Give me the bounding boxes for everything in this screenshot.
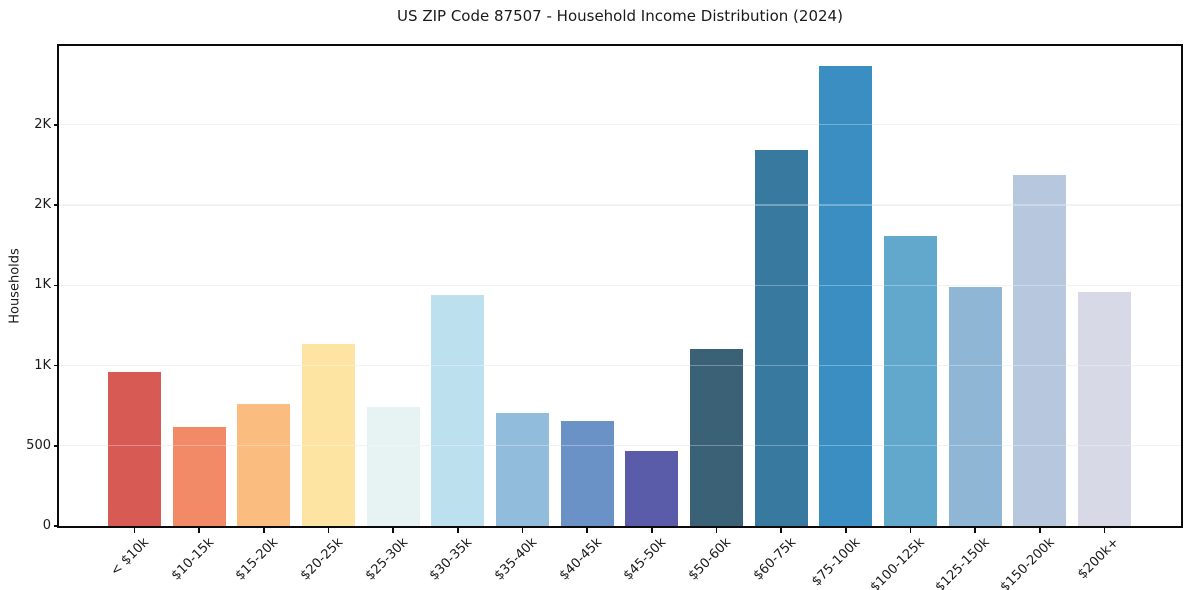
x-axis-tick — [780, 528, 782, 533]
gridline-overlay — [59, 445, 1181, 447]
y-axis-tick — [54, 204, 59, 206]
bar — [884, 235, 938, 526]
y-axis-tick-label: 2K — [34, 197, 51, 212]
y-axis-tick — [54, 124, 59, 126]
bar — [172, 427, 226, 526]
x-axis-tick — [392, 528, 394, 533]
bar — [108, 371, 161, 526]
gridline-overlay — [59, 284, 1181, 286]
x-axis-tick-label: $40-45k — [556, 535, 605, 584]
y-axis-tick — [54, 364, 59, 367]
x-axis-tick — [715, 528, 718, 533]
x-axis-tick — [198, 528, 200, 533]
x-axis-tick-label: $10-15k — [168, 535, 217, 584]
gridline-overlay — [59, 204, 1181, 206]
x-axis-tick-label: $20-25k — [297, 535, 347, 584]
x-axis-tick — [327, 528, 330, 533]
bar — [819, 66, 873, 526]
bar — [366, 407, 420, 526]
x-axis-tick-label: $125-150k — [932, 535, 993, 590]
x-axis-tick-label: < $10k — [108, 535, 153, 580]
bar — [237, 404, 291, 526]
x-axis-tick — [263, 528, 265, 533]
x-axis-tick — [521, 528, 524, 533]
x-axis-tick — [586, 528, 588, 533]
x-axis-tick-label: $15-20k — [232, 535, 282, 584]
x-axis-tick-label: $100-125k — [867, 535, 929, 590]
x-axis-tick-label: $75-100k — [809, 535, 864, 590]
y-axis-tick — [54, 284, 59, 286]
x-axis-tick — [909, 528, 912, 533]
x-axis-tick-label: $45-50k — [620, 535, 670, 584]
x-axis-tick — [1039, 528, 1041, 533]
bar — [1078, 292, 1132, 526]
x-axis-tick — [457, 528, 459, 533]
x-axis-tick-label: $25-30k — [362, 535, 411, 584]
y-axis-tick — [54, 525, 59, 527]
y-axis-tick-label: 0 — [42, 518, 51, 533]
x-axis-tick-label: $30-35k — [426, 535, 476, 584]
bar — [690, 349, 744, 526]
gridline — [59, 204, 1181, 206]
x-axis-tick — [845, 528, 847, 533]
bar — [431, 294, 485, 526]
x-axis-tick — [974, 528, 976, 533]
gridline — [59, 124, 1181, 126]
y-axis-tick-label: 1K — [34, 277, 51, 293]
bar — [754, 150, 808, 526]
bar — [948, 286, 1002, 526]
x-axis-tick-label: $200k+ — [1075, 535, 1123, 583]
bar — [1013, 175, 1067, 526]
x-axis-tick-label: $60-75k — [750, 535, 799, 584]
bar — [302, 343, 355, 526]
gridline — [59, 284, 1181, 286]
x-axis-tick-label: $150-200k — [997, 535, 1058, 590]
x-axis-tick — [1103, 528, 1106, 533]
x-axis-tick-label: $35-40k — [491, 535, 541, 584]
x-axis-tick-label: $50-60k — [685, 535, 735, 584]
y-axis-tick-label: 1K — [34, 357, 51, 373]
bar — [560, 420, 614, 526]
gridline-overlay — [59, 364, 1181, 367]
bar — [496, 412, 550, 526]
bar — [625, 451, 679, 526]
plot-area — [57, 44, 1183, 528]
y-axis-tick-label: 2K — [34, 116, 51, 132]
x-axis-tick — [651, 528, 653, 533]
gridline — [59, 364, 1181, 367]
x-axis-tick — [133, 528, 136, 533]
chart-title: US ZIP Code 87507 - Household Income Dis… — [397, 7, 843, 25]
y-axis-tick — [54, 445, 59, 447]
gridline — [59, 445, 1181, 447]
gridline-overlay — [59, 124, 1181, 126]
y-axis-tick-label: 500 — [26, 437, 51, 453]
